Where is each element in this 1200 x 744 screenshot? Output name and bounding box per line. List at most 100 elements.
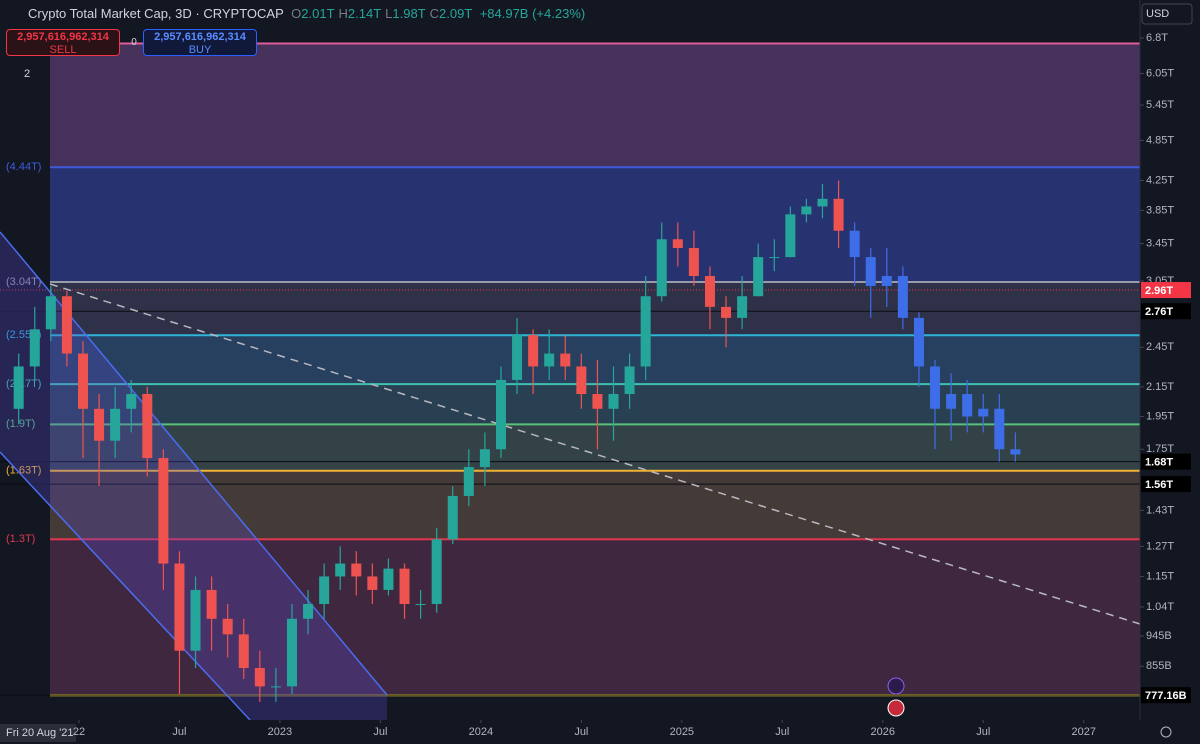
x-tick-label: Jul — [775, 726, 789, 738]
ohlc-value: 2.01T — [301, 6, 335, 21]
price-badge-label: 2.96T — [1145, 285, 1173, 297]
spread: 0 — [131, 37, 137, 48]
level-zone — [50, 539, 1140, 696]
y-tick-label: 4.85T — [1146, 134, 1174, 146]
x-tick-label: Jul — [172, 726, 186, 738]
candle-body — [45, 296, 56, 330]
y-tick-label: 1.43T — [1146, 504, 1174, 516]
candle-body — [656, 239, 667, 297]
candle-body — [495, 379, 506, 450]
level-label: (4.44T) — [6, 161, 41, 173]
event-icon[interactable] — [887, 677, 905, 695]
candle-body — [13, 366, 24, 409]
cursor-date: Fri 20 Aug '21 — [6, 727, 74, 739]
candle-body — [672, 239, 683, 249]
candle-body — [367, 576, 378, 590]
y-tick-label: 1.04T — [1146, 601, 1174, 613]
candle-body — [528, 335, 539, 367]
x-tick-label: 22 — [73, 726, 85, 738]
candle-body — [270, 686, 281, 688]
layers-count: 2 — [24, 68, 30, 80]
level-zone — [50, 424, 1140, 471]
currency-button[interactable] — [1141, 3, 1193, 25]
candle-body — [447, 495, 458, 540]
candle-body — [174, 563, 185, 651]
candle-body — [158, 458, 169, 564]
candle-body — [61, 296, 72, 354]
candle-body — [94, 408, 105, 441]
candle-body — [238, 634, 249, 669]
x-tick-label: 2026 — [871, 726, 895, 738]
y-tick-label: 6.8T — [1146, 32, 1168, 44]
ohlc-value: 2.09T — [439, 6, 473, 21]
buy-label: BUY — [188, 44, 212, 56]
candle-body — [930, 366, 941, 409]
candle-body — [383, 568, 394, 590]
level-label: (3.04T) — [6, 276, 41, 288]
ohlc: O2.01T H2.14T L1.98T C2.09T — [287, 6, 472, 21]
candle-body — [254, 668, 265, 687]
candle-body — [833, 198, 844, 231]
candle-body — [994, 408, 1005, 450]
ohlc-key: L — [385, 6, 393, 21]
candle-body — [962, 394, 973, 417]
y-tick-label: 1.27T — [1146, 540, 1174, 552]
candle-body — [849, 230, 860, 258]
sell-button[interactable]: 2,957,616,962,314 SELL — [6, 29, 120, 56]
cursor-date-bg — [0, 724, 76, 742]
change: +84.97B (+4.23%) — [479, 6, 586, 21]
y-tick-label: 855B — [1146, 660, 1172, 672]
channel-edge — [0, 451, 251, 721]
candle-body — [190, 589, 201, 651]
candle-body — [29, 329, 40, 367]
candle-body — [704, 276, 715, 307]
candle-body — [576, 366, 587, 395]
candle-body — [351, 563, 362, 577]
candle-body — [544, 353, 555, 367]
y-tick-label: 2.15T — [1146, 381, 1174, 393]
price-badge-label: 2.76T — [1145, 306, 1173, 318]
price-badge — [1141, 476, 1191, 493]
level-zone — [50, 281, 1140, 336]
y-tick-label: 3.45T — [1146, 238, 1174, 250]
sell-price: 2,957,616,962,314 — [17, 31, 109, 43]
candle-body — [399, 568, 410, 605]
candle-body — [286, 618, 297, 687]
level-zone — [50, 335, 1140, 385]
candle-body — [978, 408, 989, 417]
x-tick-label: Jul — [574, 726, 588, 738]
candle-body — [737, 296, 748, 318]
level-zone — [50, 167, 1140, 282]
candle-body — [913, 317, 924, 367]
candle-body — [865, 257, 876, 286]
candle-body — [126, 394, 137, 409]
time-axis — [0, 720, 1140, 744]
x-tick-label: 2023 — [268, 726, 292, 738]
candle-body — [592, 394, 603, 409]
y-tick-label: 2.45T — [1146, 341, 1174, 353]
currency[interactable]: USD — [1146, 8, 1169, 20]
ohlc-key: O — [291, 6, 302, 21]
event-icon[interactable] — [887, 699, 905, 717]
symbol: Crypto Total Market Cap, 3D · CRYPTOCAP — [28, 6, 284, 21]
buy-button[interactable]: 2,957,616,962,314 BUY — [143, 29, 257, 56]
price-axis — [1140, 0, 1200, 744]
y-tick-label: 1.75T — [1146, 443, 1174, 455]
y-tick-label: 1.95T — [1146, 410, 1174, 422]
candle-body — [206, 589, 217, 619]
candle-body — [946, 394, 957, 409]
ohlc-key: C — [429, 6, 440, 21]
candle-body — [688, 248, 699, 277]
x-tick-label: 2025 — [670, 726, 694, 738]
legend: Crypto Total Market Cap, 3D · CRYPTOCAP … — [28, 6, 585, 21]
level-label: (1.9T) — [6, 418, 35, 430]
settings-icon[interactable] — [1160, 726, 1172, 738]
candle-body — [817, 198, 828, 207]
y-tick-label: 945B — [1146, 630, 1172, 642]
candle-body — [415, 604, 426, 606]
candle-body — [640, 296, 651, 367]
candle-body — [479, 449, 490, 468]
y-tick-label: 1.15T — [1146, 570, 1174, 582]
